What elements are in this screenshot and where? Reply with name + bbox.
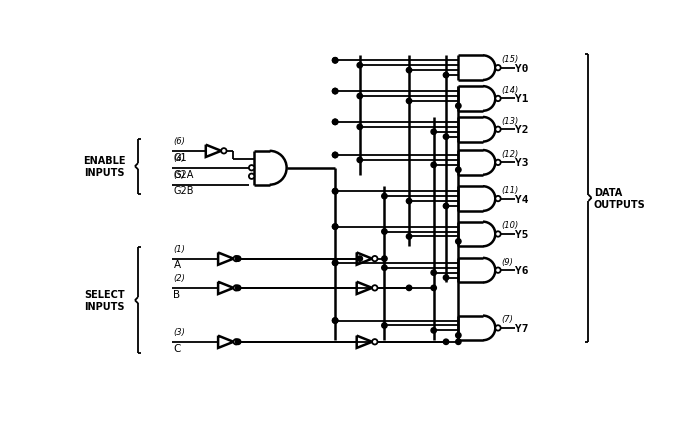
Circle shape (496, 127, 500, 132)
Text: B: B (173, 289, 180, 299)
Circle shape (333, 224, 338, 230)
Circle shape (496, 97, 500, 102)
Circle shape (235, 286, 241, 291)
Circle shape (333, 58, 338, 64)
Circle shape (381, 194, 387, 200)
Circle shape (333, 224, 338, 230)
Circle shape (496, 66, 500, 71)
Text: Y6: Y6 (515, 266, 529, 276)
Text: C: C (173, 343, 181, 353)
Text: (12): (12) (501, 149, 519, 158)
Text: DATA
OUTPUTS: DATA OUTPUTS (594, 187, 646, 209)
Text: (10): (10) (501, 221, 519, 230)
Circle shape (381, 323, 387, 329)
Circle shape (496, 326, 500, 331)
Circle shape (431, 130, 436, 135)
Text: Y0: Y0 (515, 64, 529, 74)
Circle shape (406, 68, 412, 74)
Circle shape (381, 256, 387, 262)
Circle shape (443, 73, 449, 79)
Circle shape (456, 104, 461, 109)
Circle shape (496, 268, 500, 273)
Text: (15): (15) (501, 55, 519, 64)
Circle shape (431, 328, 436, 333)
Circle shape (372, 286, 377, 291)
Circle shape (406, 234, 412, 240)
Text: (2): (2) (173, 274, 185, 283)
Text: (14): (14) (501, 86, 519, 95)
Circle shape (333, 58, 338, 64)
Circle shape (235, 256, 241, 262)
Circle shape (333, 189, 338, 194)
Circle shape (333, 261, 338, 266)
Circle shape (406, 286, 412, 291)
Circle shape (333, 89, 338, 95)
Text: (9): (9) (501, 257, 514, 266)
Circle shape (333, 89, 338, 95)
Circle shape (443, 275, 449, 281)
Circle shape (456, 168, 461, 173)
Circle shape (372, 339, 377, 345)
Circle shape (333, 120, 338, 125)
Circle shape (235, 339, 241, 345)
Circle shape (443, 135, 449, 140)
Text: Y2: Y2 (515, 125, 529, 135)
Circle shape (496, 232, 500, 237)
Circle shape (357, 94, 363, 99)
Text: (1): (1) (173, 245, 185, 254)
Circle shape (333, 318, 338, 323)
Circle shape (333, 318, 338, 323)
Text: Y7: Y7 (515, 323, 529, 333)
Text: Y1: Y1 (515, 94, 529, 104)
Text: (6): (6) (173, 137, 185, 146)
Text: G2B: G2B (173, 186, 194, 196)
Circle shape (233, 286, 239, 291)
Text: Y3: Y3 (515, 158, 529, 168)
Text: Y5: Y5 (515, 230, 529, 240)
Circle shape (456, 333, 461, 338)
Text: (5): (5) (173, 171, 185, 180)
Circle shape (233, 256, 239, 262)
Circle shape (443, 339, 449, 345)
Circle shape (406, 99, 412, 104)
Circle shape (431, 270, 436, 276)
Text: ENABLE
INPUTS: ENABLE INPUTS (83, 156, 125, 178)
Circle shape (406, 199, 412, 204)
Circle shape (496, 160, 500, 166)
Circle shape (333, 153, 338, 158)
Circle shape (333, 261, 338, 266)
Text: (3): (3) (173, 328, 185, 337)
Circle shape (456, 239, 461, 245)
Text: (11): (11) (501, 185, 519, 194)
Circle shape (381, 229, 387, 235)
Text: SELECT
INPUTS: SELECT INPUTS (84, 289, 125, 312)
Circle shape (496, 197, 500, 202)
Circle shape (431, 286, 436, 291)
Text: (7): (7) (501, 315, 514, 323)
Text: (13): (13) (501, 117, 519, 126)
Text: A: A (173, 260, 180, 270)
Circle shape (357, 158, 363, 163)
Circle shape (249, 174, 254, 179)
Text: G2A: G2A (173, 169, 193, 179)
Circle shape (221, 149, 227, 154)
Circle shape (333, 120, 338, 125)
Circle shape (372, 256, 377, 262)
Circle shape (233, 339, 239, 345)
Text: (4): (4) (173, 154, 185, 163)
Circle shape (357, 63, 363, 69)
Circle shape (357, 125, 363, 130)
Circle shape (333, 189, 338, 194)
Circle shape (456, 339, 461, 345)
Circle shape (381, 265, 387, 271)
Circle shape (357, 256, 363, 262)
Text: Y4: Y4 (515, 194, 529, 204)
Text: G1: G1 (173, 152, 187, 162)
Circle shape (443, 204, 449, 209)
Circle shape (333, 153, 338, 158)
Circle shape (431, 163, 436, 168)
Circle shape (249, 166, 254, 171)
